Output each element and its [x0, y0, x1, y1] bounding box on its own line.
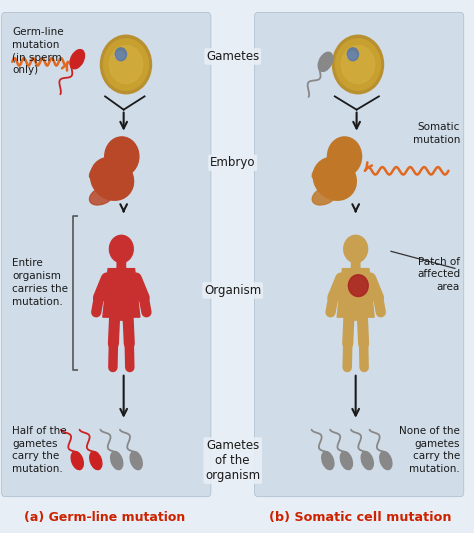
Ellipse shape [348, 274, 368, 296]
Ellipse shape [312, 186, 338, 205]
Text: Embryo: Embryo [210, 156, 255, 169]
Circle shape [328, 137, 362, 176]
Ellipse shape [312, 162, 328, 179]
Circle shape [336, 39, 381, 90]
Text: None of the
gametes
carry the
mutation.: None of the gametes carry the mutation. [399, 426, 460, 474]
Ellipse shape [340, 451, 353, 470]
Text: Entire
organism
carries the
mutation.: Entire organism carries the mutation. [12, 259, 68, 306]
Ellipse shape [347, 52, 356, 59]
Ellipse shape [107, 305, 136, 320]
Ellipse shape [338, 268, 373, 318]
Circle shape [109, 236, 133, 263]
FancyBboxPatch shape [351, 259, 361, 270]
Ellipse shape [318, 52, 333, 71]
Circle shape [347, 48, 358, 61]
Text: Half of the
gametes
carry the
mutation.: Half of the gametes carry the mutation. [12, 426, 67, 474]
Circle shape [105, 137, 139, 176]
Circle shape [103, 39, 148, 90]
Text: (b) Somatic cell mutation: (b) Somatic cell mutation [269, 511, 452, 524]
Ellipse shape [90, 451, 102, 470]
Ellipse shape [361, 451, 374, 470]
Circle shape [100, 35, 152, 94]
Text: Somatic
mutation: Somatic mutation [413, 122, 460, 145]
Text: Germ-line
mutation
(in sperm
only): Germ-line mutation (in sperm only) [12, 27, 64, 75]
Text: Organism: Organism [204, 284, 261, 297]
Circle shape [109, 45, 143, 84]
Ellipse shape [130, 451, 142, 470]
Ellipse shape [71, 451, 83, 470]
Circle shape [115, 48, 127, 61]
Text: Gametes
of the
organism: Gametes of the organism [205, 439, 260, 482]
Circle shape [332, 35, 383, 94]
Text: Gametes: Gametes [206, 50, 259, 63]
Ellipse shape [110, 451, 123, 470]
Polygon shape [103, 269, 140, 317]
Ellipse shape [341, 305, 370, 320]
Ellipse shape [90, 186, 115, 205]
Text: (a) Germ-line mutation: (a) Germ-line mutation [25, 511, 186, 524]
Ellipse shape [115, 52, 124, 59]
Ellipse shape [104, 268, 138, 318]
Polygon shape [337, 269, 374, 317]
FancyBboxPatch shape [1, 12, 211, 497]
Ellipse shape [91, 157, 134, 200]
Ellipse shape [380, 451, 392, 470]
Ellipse shape [313, 157, 356, 200]
Circle shape [341, 45, 374, 84]
Ellipse shape [322, 451, 334, 470]
Ellipse shape [323, 168, 352, 195]
Ellipse shape [70, 50, 84, 69]
Circle shape [344, 236, 367, 263]
Text: Patch of
affected
area: Patch of affected area [417, 257, 460, 292]
FancyBboxPatch shape [117, 259, 126, 270]
FancyBboxPatch shape [255, 12, 464, 497]
Ellipse shape [100, 168, 129, 195]
Ellipse shape [90, 162, 105, 179]
